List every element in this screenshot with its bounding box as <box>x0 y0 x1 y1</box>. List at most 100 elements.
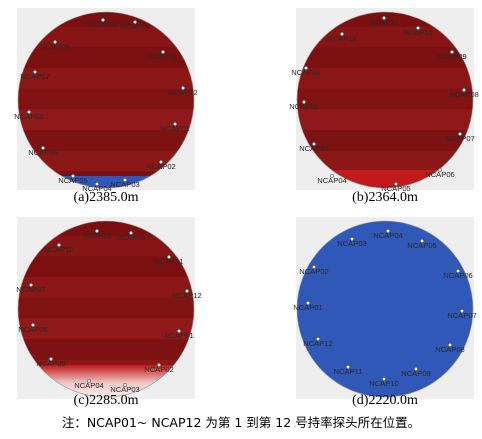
probe-dot <box>156 362 162 368</box>
probe-label: NCAP09 <box>82 231 112 240</box>
probe-marker: NCAP09 <box>40 39 70 51</box>
probe-label: NCAP08 <box>116 233 146 242</box>
probe-label: NCAP09 <box>40 42 70 51</box>
probe-dot <box>28 282 34 288</box>
probe-dot <box>172 121 178 127</box>
probe-marker: NCAP01 <box>291 65 321 77</box>
probe-dot <box>52 39 58 45</box>
probe-marker: NCAP03 <box>337 236 367 248</box>
probe-dot <box>32 69 38 75</box>
probe-dot <box>449 49 455 55</box>
probe-marker: NCAP06 <box>18 322 48 334</box>
probe-label: NCAP01 <box>291 68 321 77</box>
probe-marker: NCAP04 <box>74 378 104 390</box>
probe-dot <box>160 49 166 55</box>
probe-dot <box>56 242 62 248</box>
probe-marker: NCAP12 <box>172 288 202 300</box>
caption-a: (a)2385.0m <box>73 190 139 205</box>
probe-marker: NCAP08 <box>116 230 146 242</box>
probe-dot <box>305 300 311 306</box>
probe-label: NCAP07 <box>16 285 46 294</box>
probe-dot <box>329 173 335 179</box>
probe-label: NCAP07 <box>20 72 50 81</box>
probe-label: NCAP10 <box>369 379 399 388</box>
probe-marker: NCAP10 <box>120 19 150 31</box>
probe-marker: NCAP05 <box>58 173 88 185</box>
probe-label: NCAP01 <box>160 124 190 133</box>
probe-dot <box>48 356 54 362</box>
probe-label: NCAP03 <box>110 180 140 189</box>
probe-label: NCAP04 <box>373 231 403 240</box>
probe-dot <box>455 268 461 274</box>
probe-dot <box>176 328 182 334</box>
probe-marker: NCAP03 <box>110 177 140 189</box>
probe-label: NCAP12 <box>327 34 357 43</box>
probe-dot <box>122 382 128 388</box>
probe-marker: NCAP05 <box>407 238 437 250</box>
probe-dot <box>447 342 453 348</box>
probe-dot <box>385 228 391 234</box>
probe-label: NCAP02 <box>146 162 176 171</box>
probe-marker: NCAP03 <box>88 17 118 29</box>
probe-dot <box>349 236 355 242</box>
probe-label: NCAP12 <box>303 339 333 348</box>
probe-label: NCAP07 <box>445 134 475 143</box>
probe-label: NCAP08 <box>435 345 465 354</box>
probe-label: NCAP01 <box>164 331 194 340</box>
probe-dot <box>301 99 307 105</box>
probe-label: NCAP05 <box>407 241 437 250</box>
probe-dot <box>30 322 36 328</box>
probe-dot <box>180 85 186 91</box>
probe-dot <box>86 378 92 384</box>
probe-marker: NCAP12 <box>327 31 357 43</box>
probe-dot <box>311 141 317 147</box>
probe-label: NCAP03 <box>337 239 367 248</box>
probe-label: NCAP10 <box>44 245 74 254</box>
probe-dot <box>70 173 76 179</box>
probe-label: NCAP12 <box>172 291 202 300</box>
probe-marker: NCAP04 <box>82 181 112 193</box>
probe-label: NCAP04 <box>317 176 347 185</box>
probe-dot <box>459 308 465 314</box>
probe-dot <box>345 364 351 370</box>
panel-b: NCAP11 NCAP10 NCAP12 NCAP09 NCAP01 NCAP08 NCAP… <box>289 6 479 193</box>
probe-label: NCAP10 <box>120 22 150 31</box>
probe-marker: NCAP11 <box>149 49 178 61</box>
probe-marker: NCAP03 <box>299 141 329 153</box>
section-outline <box>17 220 195 398</box>
probe-label: NCAP08 <box>14 112 44 121</box>
probe-dot <box>457 131 463 137</box>
probe-marker: NCAP08 <box>449 87 479 99</box>
probe-label: NCAP03 <box>110 385 140 394</box>
probe-marker: NCAP10 <box>44 242 74 254</box>
probe-marker: NCAP07 <box>445 131 475 143</box>
panel-a: NCAP03 NCAP10 NCAP09 NCAP11 NCAP07 NCAP12 NCAP… <box>13 6 199 193</box>
probe-label: NCAP06 <box>18 325 48 334</box>
probe-label: NCAP01 <box>293 303 323 312</box>
panel-d: NCAP03 NCAP04 NCAP05 NCAP02 NCAP06 NCAP01 NCAP… <box>292 215 478 401</box>
probe-label: NCAP05 <box>58 176 88 185</box>
probe-marker: NCAP12 <box>303 336 333 348</box>
probe-dot <box>132 19 138 25</box>
probe-label: NCAP10 <box>403 28 433 37</box>
cross-section-fill <box>297 221 473 397</box>
probe-dot <box>415 25 421 31</box>
probe-label: NCAP02 <box>144 365 174 374</box>
probe-dot <box>381 15 387 21</box>
cross-section-a: NCAP03 NCAP10NCAP09NCAP11NCAP07NCAP12NCAP… <box>14 8 198 193</box>
probe-marker: NCAP09 <box>401 366 431 378</box>
probe-dot <box>303 65 309 71</box>
probe-label: NCAP12 <box>168 88 198 97</box>
probe-marker: NCAP02 <box>289 99 319 111</box>
probe-dot <box>315 336 321 342</box>
probe-marker: NCAP07 <box>20 69 50 81</box>
probe-marker: NCAP08 <box>14 109 44 121</box>
panel-c: NCAP09 NCAP08 NCAP10 NCAP11 NCAP12 NCAP07 NCAP… <box>13 215 202 401</box>
probe-marker: NCAP04 <box>373 228 403 240</box>
probe-label: NCAP11 <box>149 52 178 61</box>
probe-label: NCAP09 <box>437 52 467 61</box>
caption-d: (d)2220.0m <box>352 393 418 408</box>
probe-label: NCAP07 <box>447 311 477 320</box>
probe-dot <box>166 254 172 260</box>
probe-dot <box>94 181 100 187</box>
